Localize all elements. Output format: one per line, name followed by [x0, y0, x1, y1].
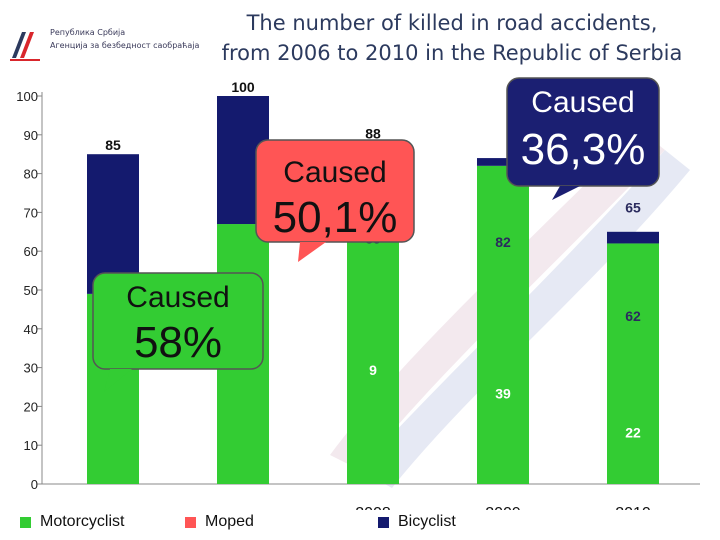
callout-tail [104, 369, 132, 392]
data-label: 82 [495, 234, 511, 250]
callout-3: Caused 36,3% [506, 77, 660, 200]
legend-swatch [378, 516, 389, 528]
chart-legend: Motorcyclist Moped Bicyclist [20, 508, 540, 536]
x-tick-label-2008: 2008 [355, 505, 391, 510]
page-title: The number of killed in road accidents, … [190, 8, 714, 68]
data-label: 9 [369, 362, 377, 378]
bar-bicyclist-2006 [87, 154, 139, 294]
y-tick-label: 100 [16, 89, 38, 104]
bar-bicyclist-2009 [477, 158, 529, 166]
legend-label: Moped [205, 513, 254, 530]
callout-tail [298, 242, 326, 262]
bar-motorcyclist-2009 [477, 165, 529, 484]
legend-item-motorcyclist: Motorcyclist [20, 512, 124, 532]
callout-2: Caused 50,1% [255, 139, 415, 262]
y-tick-label: 10 [24, 438, 38, 453]
y-tick-label: 60 [24, 244, 38, 259]
agency-name-line2: Агенција за безбедност саобраћаја [50, 41, 200, 50]
data-label: 88 [365, 126, 381, 142]
callout-box [506, 77, 660, 187]
data-label: 85 [105, 137, 121, 153]
title-line2: from 2006 to 2010 in the Republic of Ser… [221, 41, 683, 65]
y-tick-label: 20 [24, 399, 38, 414]
callout-tail [552, 186, 580, 200]
legend-label: Motorcyclist [40, 513, 125, 530]
y-tick-label: 80 [24, 167, 38, 182]
legend-swatch [185, 516, 196, 528]
x-tick-label-2009: 2009 [485, 505, 521, 510]
legend-item-moped: Moped [185, 512, 254, 532]
title-line1: The number of killed in road accidents, [246, 11, 658, 35]
stacked-bar-chart: 0 10 20 30 40 50 60 70 80 90 100 2008 2009 2010 85 100 8… [16, 77, 700, 510]
callout-caption: Caused [126, 281, 229, 314]
bar-bicyclist-2010 [607, 231, 659, 244]
y-tick-label: 70 [24, 205, 38, 220]
callout-value: 58% [134, 318, 222, 367]
y-tick-label: 40 [24, 322, 38, 337]
callout-value: 36,3% [521, 125, 646, 174]
y-tick-label: 0 [31, 477, 38, 492]
agency-logo-mark [10, 32, 40, 61]
callout-box [255, 139, 415, 243]
y-tick-label: 30 [24, 361, 38, 376]
x-tick-label-2010: 2010 [615, 505, 651, 510]
data-label: 39 [495, 386, 511, 402]
callout-caption: Caused [283, 156, 386, 189]
data-label: 100 [231, 79, 255, 95]
bar-motorcyclist-2010 [607, 243, 659, 484]
callout-box [92, 272, 264, 370]
callout-value: 50,1% [273, 193, 398, 242]
agency-name-line1: Република Србија [50, 28, 126, 37]
legend-swatch [20, 516, 31, 528]
y-tick-label: 90 [24, 128, 38, 143]
y-tick-label: 50 [24, 283, 38, 298]
legend-label: Bicyclist [398, 513, 456, 530]
data-label: 65 [625, 199, 641, 215]
agency-logo: Република Србија Агенција за безбедност … [6, 22, 200, 62]
callout-1: Caused 58% [92, 272, 264, 392]
data-label: 22 [625, 424, 641, 440]
data-label: 62 [625, 308, 641, 324]
legend-item-bicyclist: Bicyclist [378, 512, 456, 532]
callout-caption: Caused [531, 86, 634, 119]
